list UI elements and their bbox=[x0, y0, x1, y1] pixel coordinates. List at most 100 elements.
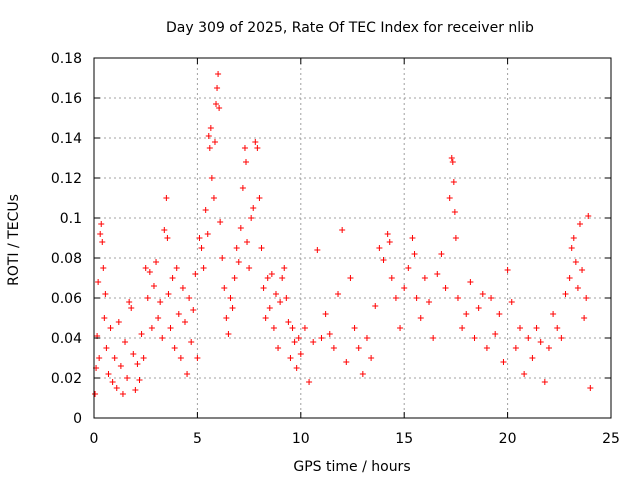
data-point bbox=[163, 195, 170, 201]
data-point bbox=[492, 331, 499, 337]
data-point bbox=[219, 255, 226, 261]
data-point bbox=[96, 355, 103, 361]
data-point bbox=[446, 195, 453, 201]
data-point bbox=[450, 179, 457, 185]
data-point bbox=[204, 231, 211, 237]
data-point bbox=[107, 325, 114, 331]
y-tick-label: 0.14 bbox=[51, 131, 82, 147]
data-point bbox=[205, 133, 212, 139]
data-point bbox=[417, 315, 424, 321]
data-point bbox=[270, 325, 277, 331]
data-point bbox=[223, 315, 230, 321]
data-point bbox=[167, 325, 174, 331]
data-point bbox=[159, 335, 166, 341]
data-point bbox=[207, 125, 214, 131]
data-point bbox=[248, 215, 255, 221]
data-point bbox=[100, 265, 107, 271]
data-point bbox=[351, 325, 358, 331]
data-point bbox=[215, 71, 222, 77]
data-point bbox=[529, 355, 536, 361]
data-point bbox=[449, 159, 456, 165]
y-tick-label: 0.18 bbox=[51, 51, 82, 67]
data-point bbox=[148, 325, 155, 331]
x-tick-label: 25 bbox=[602, 431, 620, 447]
data-point bbox=[157, 299, 164, 305]
data-point bbox=[405, 265, 412, 271]
data-point bbox=[221, 285, 228, 291]
data-point bbox=[140, 355, 147, 361]
data-point bbox=[454, 295, 461, 301]
data-point bbox=[92, 391, 99, 397]
data-point bbox=[258, 245, 265, 251]
data-point bbox=[401, 285, 408, 291]
data-point bbox=[229, 305, 236, 311]
data-point bbox=[105, 371, 112, 377]
data-point bbox=[574, 285, 581, 291]
data-point bbox=[119, 391, 126, 397]
data-point bbox=[368, 355, 375, 361]
data-point bbox=[117, 363, 124, 369]
data-point bbox=[512, 345, 519, 351]
data-point bbox=[246, 265, 253, 271]
data-point bbox=[314, 247, 321, 253]
grid bbox=[94, 58, 611, 418]
data-point bbox=[459, 325, 466, 331]
data-point bbox=[144, 295, 151, 301]
data-point bbox=[496, 311, 503, 317]
data-point bbox=[132, 387, 139, 393]
y-ticks: 0 0.02 0.04 0.06 0.08 0.1 0.12 0.14 0.16 0.18 bbox=[51, 51, 611, 427]
data-point bbox=[266, 305, 273, 311]
data-point bbox=[409, 235, 416, 241]
data-point bbox=[115, 319, 122, 325]
data-point bbox=[277, 299, 284, 305]
data-point bbox=[411, 251, 418, 257]
data-point bbox=[587, 385, 594, 391]
data-point bbox=[198, 245, 205, 251]
data-point bbox=[101, 315, 108, 321]
data-point bbox=[103, 345, 110, 351]
y-tick-label: 0.06 bbox=[51, 291, 82, 307]
data-point bbox=[568, 245, 575, 251]
data-point bbox=[508, 299, 515, 305]
data-point bbox=[463, 311, 470, 317]
data-point bbox=[264, 275, 271, 281]
data-point bbox=[287, 355, 294, 361]
data-point bbox=[392, 295, 399, 301]
data-point bbox=[239, 185, 246, 191]
data-point bbox=[216, 105, 223, 111]
data-point bbox=[585, 213, 592, 219]
data-point bbox=[99, 239, 106, 245]
data-point bbox=[97, 231, 104, 237]
data-point bbox=[206, 145, 213, 151]
data-point bbox=[186, 295, 193, 301]
data-point bbox=[426, 299, 433, 305]
y-tick-label: 0.12 bbox=[51, 171, 82, 187]
data-point bbox=[237, 225, 244, 231]
data-point bbox=[217, 219, 224, 225]
data-point bbox=[213, 101, 220, 107]
data-point bbox=[161, 227, 168, 233]
data-point bbox=[184, 371, 191, 377]
x-tick-label: 10 bbox=[292, 431, 310, 447]
data-point bbox=[214, 85, 221, 91]
data-point bbox=[173, 265, 180, 271]
data-point bbox=[306, 379, 313, 385]
data-point bbox=[533, 325, 540, 331]
data-point bbox=[281, 265, 288, 271]
x-tick-label: 20 bbox=[499, 431, 517, 447]
data-point bbox=[434, 271, 441, 277]
data-point bbox=[347, 275, 354, 281]
data-point bbox=[227, 295, 234, 301]
data-point bbox=[165, 291, 172, 297]
data-point bbox=[153, 259, 160, 265]
data-point bbox=[570, 235, 577, 241]
data-point bbox=[169, 275, 176, 281]
data-point bbox=[430, 335, 437, 341]
data-point bbox=[138, 331, 145, 337]
data-point bbox=[235, 259, 242, 265]
data-point bbox=[326, 331, 333, 337]
y-tick-label: 0.16 bbox=[51, 91, 82, 107]
data-point bbox=[525, 335, 532, 341]
data-point bbox=[283, 295, 290, 301]
